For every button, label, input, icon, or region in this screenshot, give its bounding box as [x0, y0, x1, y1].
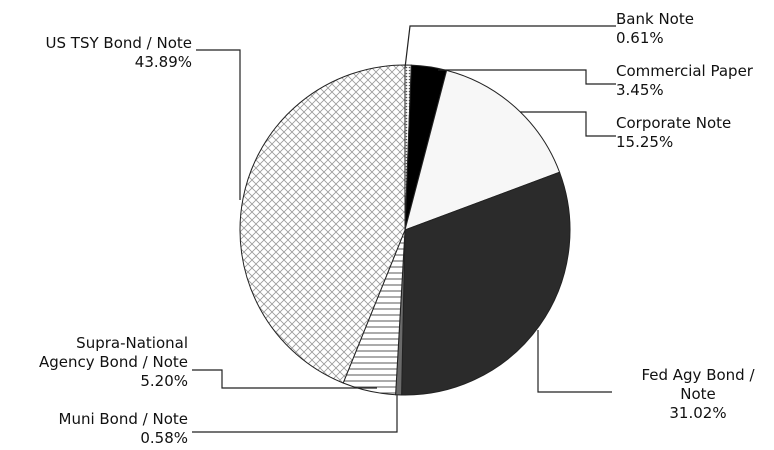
slice-label-supra-national-agency-bond-note: Supra-National Agency Bond / Note 5.20%: [39, 334, 188, 390]
slice-value-us-tsy-bond-note: 43.89%: [135, 53, 192, 71]
slice-name-supra-national-agency-bond-note: Supra-National: [76, 334, 188, 352]
pie-slices: [239, 64, 571, 396]
leader-line-commercial-paper: [438, 69, 616, 85]
leader-line-fed-agy-bond-note: [537, 330, 612, 393]
leader-line-corporate-note: [520, 111, 616, 137]
slice-name-fed-agy-bond-note: Fed Agy Bond /: [641, 366, 755, 384]
leader-line-bank-note: [404, 25, 616, 69]
slice-label-corporate-note: Corporate Note 15.25%: [616, 114, 731, 151]
leader-line-us-tsy-bond-note: [196, 49, 241, 200]
slice-label-commercial-paper: Commercial Paper 3.45%: [616, 62, 754, 99]
slice-value-supra-national-agency-bond-note: 5.20%: [140, 372, 188, 390]
slice-label-bank-note: Bank Note 0.61%: [616, 10, 694, 47]
pie-slice-fed-agy-bond-note: [401, 171, 571, 396]
slice-name-fed-agy-bond-note: Note: [680, 385, 716, 403]
slice-name-muni-bond-note: Muni Bond / Note: [59, 410, 189, 428]
slice-name-bank-note: Bank Note: [616, 10, 694, 28]
slice-labels: Bank Note 0.61% Commercial Paper 3.45% Corpo…: [39, 10, 755, 447]
slice-label-us-tsy-bond-note: US TSY Bond / Note 43.89%: [46, 34, 192, 71]
slice-value-bank-note: 0.61%: [616, 29, 664, 47]
leader-line-muni-bond-note: [192, 395, 398, 433]
slice-value-corporate-note: 15.25%: [616, 133, 673, 151]
slice-name-supra-national-agency-bond-note: Agency Bond / Note: [39, 353, 188, 371]
slice-name-us-tsy-bond-note: US TSY Bond / Note: [46, 34, 192, 52]
slice-label-fed-agy-bond-note: Fed Agy Bond / Note 31.02%: [641, 366, 755, 422]
slice-name-commercial-paper: Commercial Paper: [616, 62, 754, 80]
pie-slice-us-tsy-bond-note: [239, 64, 406, 384]
slice-value-commercial-paper: 3.45%: [616, 81, 664, 99]
slice-label-muni-bond-note: Muni Bond / Note 0.58%: [59, 410, 189, 447]
slice-name-corporate-note: Corporate Note: [616, 114, 731, 132]
leader-lines: [192, 25, 616, 433]
slice-value-fed-agy-bond-note: 31.02%: [669, 404, 726, 422]
leader-line-supra-national-agency-bond-note: [192, 369, 377, 389]
pie-slice-corporate-note: [404, 69, 561, 231]
slice-value-muni-bond-note: 0.58%: [140, 429, 188, 447]
